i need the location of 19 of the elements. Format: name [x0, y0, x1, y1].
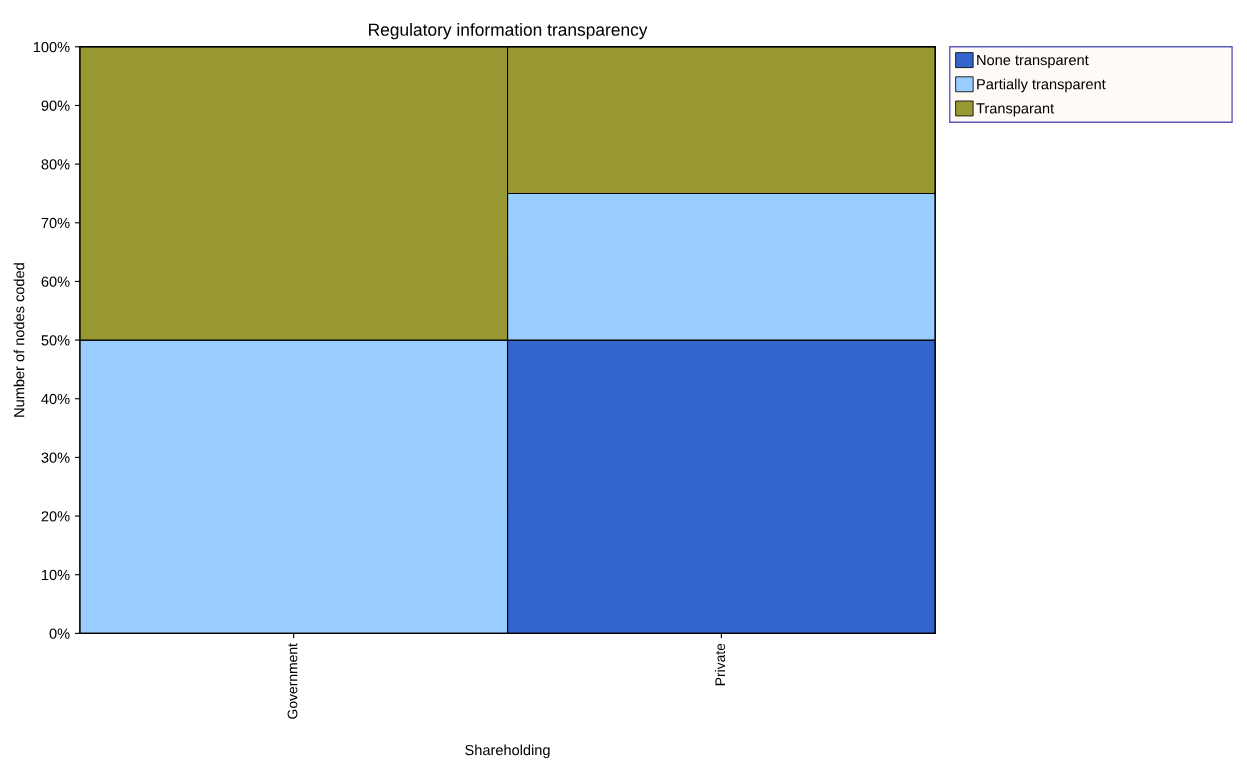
- y-tick-label: 80%: [41, 159, 70, 170]
- y-tick-label: 40%: [41, 393, 70, 405]
- y-tick-label: 70%: [41, 217, 70, 229]
- legend-label: Partially transparent: [977, 78, 1106, 93]
- x-tick-label: Private: [714, 643, 726, 686]
- x-tick-label: Government: [287, 643, 298, 719]
- y-tick-label: 10%: [42, 569, 70, 581]
- y-tick-label: 100%: [33, 41, 70, 53]
- y-tick-label: 20%: [41, 511, 70, 522]
- legend-label: None transparent: [977, 55, 1089, 69]
- x-axis-title: Shareholding: [465, 744, 550, 759]
- y-tick-label: 60%: [41, 276, 70, 287]
- chart-title: Regulatory information transparency: [369, 23, 648, 40]
- y-tick-label: 30%: [41, 452, 70, 463]
- y-axis-title: Number of nodes coded: [13, 263, 25, 417]
- legend-label: Transparant: [976, 103, 1055, 117]
- y-tick-label: 50%: [41, 335, 70, 346]
- y-tick-label: 0%: [49, 628, 70, 639]
- y-tick-label: 90%: [41, 100, 70, 111]
